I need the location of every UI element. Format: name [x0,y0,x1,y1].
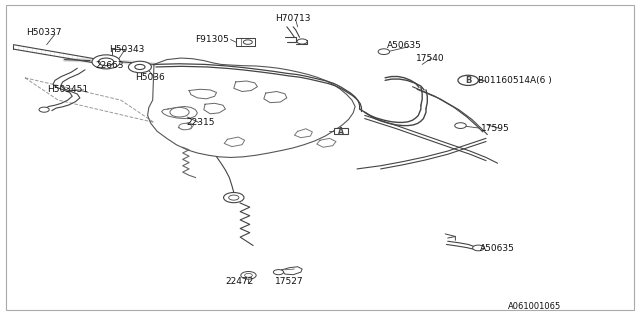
Text: A50635: A50635 [387,41,422,51]
Text: 22663: 22663 [95,60,124,69]
Circle shape [297,39,307,44]
Circle shape [472,245,484,251]
Circle shape [92,55,120,69]
Text: 22315: 22315 [186,118,214,127]
Circle shape [273,270,284,275]
Text: 17595: 17595 [481,124,509,133]
Text: H50343: H50343 [109,44,145,54]
Circle shape [99,58,114,66]
Text: H5036: H5036 [135,73,164,82]
Circle shape [378,49,390,54]
Circle shape [455,123,467,128]
Text: B01160514A(6 ): B01160514A(6 ) [478,76,552,85]
Text: B: B [465,76,471,85]
Text: H70713: H70713 [275,14,311,23]
Circle shape [135,64,145,69]
Circle shape [244,273,252,277]
Bar [334,128,348,134]
Text: H50337: H50337 [26,28,61,37]
Circle shape [458,75,478,85]
Text: F91305: F91305 [195,35,229,44]
Text: 17527: 17527 [275,277,304,286]
Circle shape [170,108,189,117]
Circle shape [228,195,239,200]
Circle shape [39,107,49,112]
Text: A: A [338,126,344,135]
Text: H503451: H503451 [47,85,88,94]
Circle shape [241,271,256,279]
Text: 22472: 22472 [225,277,253,286]
Circle shape [129,61,152,73]
Circle shape [223,193,244,203]
Circle shape [243,40,252,44]
Circle shape [179,123,191,130]
Text: A50635: A50635 [479,244,515,253]
Text: A061001065: A061001065 [508,302,562,311]
Text: 17540: 17540 [416,53,444,62]
